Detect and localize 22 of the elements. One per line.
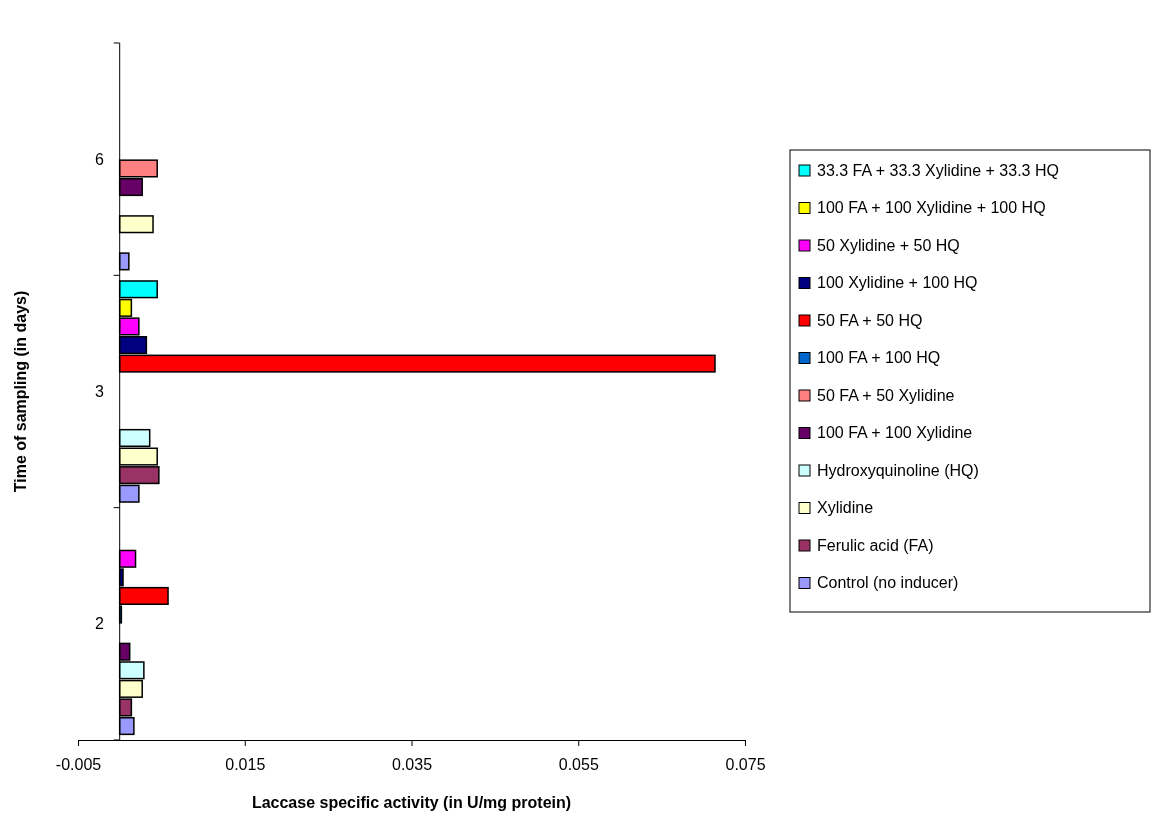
legend-label: 50 Xylidine + 50 HQ — [817, 236, 960, 254]
legend-label: Control (no inducer) — [817, 574, 959, 592]
y-tick-label: 2 — [95, 615, 105, 633]
legend-label: Xylidine — [817, 499, 874, 517]
x-tick-label: 0.075 — [725, 755, 766, 773]
y-tick-label: 6 — [95, 150, 105, 168]
x-tick-label: -0.005 — [55, 755, 102, 773]
y-tick-label: 3 — [95, 383, 105, 401]
y-axis-title: Time of sampling (in days) — [12, 290, 29, 493]
legend-label: 50 FA + 50 Xylidine — [817, 386, 955, 404]
legend-label: 100 Xylidine + 100 HQ — [817, 274, 978, 292]
legend-label: 100 FA + 100 HQ — [817, 349, 941, 367]
x-tick-label: 0.015 — [225, 755, 266, 773]
legend-label: Ferulic acid (FA) — [817, 536, 934, 554]
x-axis-title: Laccase specific activity (in U/mg protein) — [251, 794, 572, 811]
legend-label: 50 FA + 50 HQ — [817, 311, 923, 329]
legend-label: 100 FA + 100 Xylidine — [817, 424, 973, 442]
x-tick-label: 0.035 — [391, 755, 433, 773]
legend-label: 33.3 FA + 33.3 Xylidine + 33.3 HQ — [817, 161, 1059, 179]
x-tick-label: 0.055 — [558, 755, 599, 773]
legend-label: 100 FA + 100 Xylidine + 100 HQ — [817, 199, 1046, 217]
legend-label: Hydroxyquinoline (HQ) — [817, 461, 979, 479]
